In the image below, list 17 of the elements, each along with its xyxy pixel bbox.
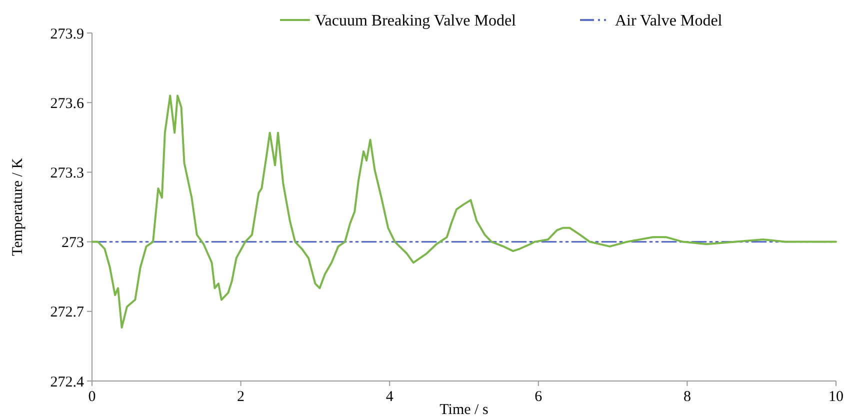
- x-tick-label: 4: [386, 389, 394, 405]
- y-tick-label: 273.3: [50, 165, 84, 182]
- legend-label: Air Valve Model: [615, 12, 723, 30]
- y-tick-label: 273.6: [50, 96, 84, 112]
- x-tick-label: 2: [237, 389, 245, 405]
- x-tick-label: 6: [534, 389, 543, 405]
- x-tick-label: 10: [828, 389, 844, 405]
- x-tick-label: 8: [683, 389, 691, 405]
- line-series: [91, 94, 837, 329]
- y-axis-title: Temperature / K: [10, 158, 26, 256]
- x-axis-title: Time / s: [440, 402, 488, 418]
- y-tick-label: 273: [62, 235, 84, 252]
- y-tick-label: 272.4: [50, 374, 84, 390]
- legend-label: Vacuum Breaking Valve Model: [315, 12, 517, 30]
- y-tick-label: 272.7: [50, 304, 84, 321]
- x-tick-label: 0: [88, 389, 96, 405]
- y-tick-label: 273.9: [50, 26, 84, 42]
